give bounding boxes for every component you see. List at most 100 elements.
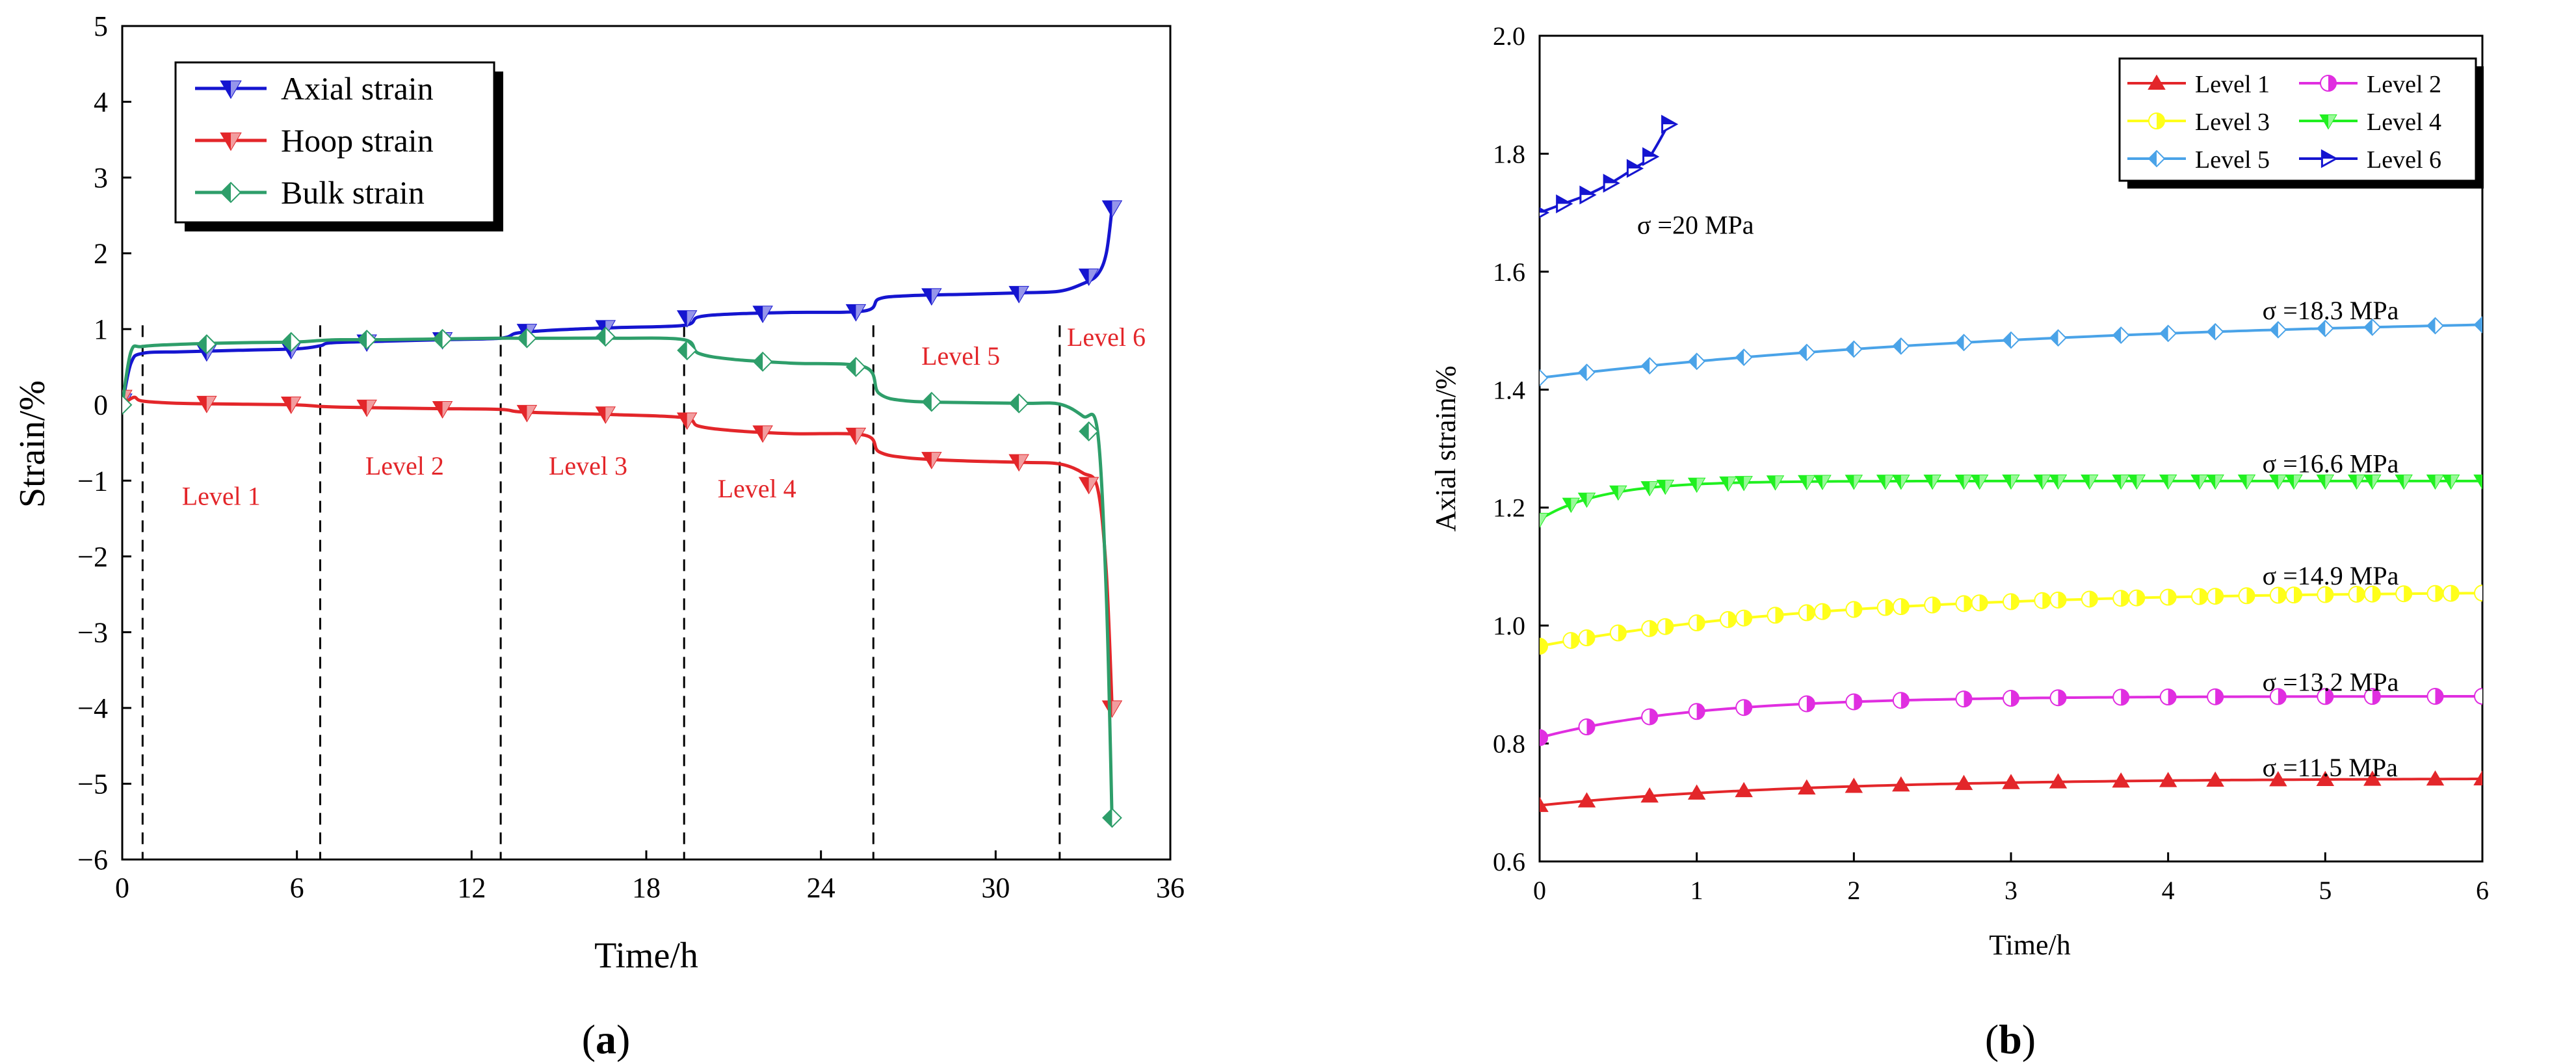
stress-labels: σ =20 MPa σ =18.3 MPa σ =16.6 MPa σ =14.9 M… [1637,210,2399,782]
data-point-fill [1665,618,1674,635]
data-point-fill [1964,596,1972,612]
data-point-shade [687,413,696,429]
y-tick-label: 1.4 [1493,375,1525,404]
legend-entry: Bulk strain [195,174,425,211]
data-point-shade [291,397,300,413]
data-point-fill [1649,709,1658,725]
series-hoop-strain [122,389,1123,718]
data-point-shade [1618,486,1626,500]
data-point-fill [2121,689,2129,705]
data-point-fill [2050,330,2058,346]
series-level-5 [1540,316,2482,387]
data-point-fill [2435,585,2443,601]
data-point-shade [1665,480,1674,494]
legend-entry: Level 5 [2127,146,2270,174]
level-labels: Level 1 Level 2 Level 3 Level 4 Level 5 Level… [182,322,1146,511]
data-point-fill [2168,589,2176,605]
data-point-fill [1744,610,1752,626]
panel-b-legend: Level 1 Level 2 Level 3 Level 4 Level 5 Level… [2118,57,2484,189]
data-point-fill [1798,345,1807,361]
data-point-fill [1689,353,1697,369]
data-point-fill [2089,591,2097,607]
data-point-shade [527,405,536,421]
data-point-fill [1571,633,1579,649]
y-tick-label: 5 [94,10,108,42]
data-point-fill [1885,599,1893,616]
data-point-shade [2042,475,2051,489]
data-point-shade [1112,701,1122,717]
data-point-fill [2058,592,2066,608]
data-point-shade [2089,475,2097,489]
data-point-fill [1557,196,1571,204]
data-point-fill [2136,590,2145,606]
data-point-fill [2160,325,2168,341]
legend-entry: Level 2 [2299,71,2441,98]
data-point-fill [2121,590,2129,607]
legend-marker [2148,74,2166,90]
series-line [122,336,1114,822]
data-point-fill [1854,694,1862,710]
data-point-shade [2278,475,2286,489]
legend-label: Level 3 [2195,109,2270,136]
data-point [2002,774,2020,789]
data-point-fill [1900,692,1909,709]
data-point-fill [197,335,207,354]
level-label: Level 4 [718,474,796,503]
level-label: Level 1 [182,482,261,511]
legend-label: Hoop strain [281,122,434,159]
y-tick-label: 4 [94,86,108,118]
data-point-shade [1571,498,1579,512]
x-tick-label: 5 [2319,876,2332,905]
panel-a: 0 6 12 18 24 30 36 5 4 3 2 1 0 −1 −2 −3 −4 −5 −6 Time/h S… [12,10,1185,1062]
panel-a-x-axis-label: Time/h [594,936,698,976]
data-point-shade [931,289,941,305]
x-tick-label: 2 [1847,876,1860,905]
data-point-fill [2215,588,2224,605]
legend-entry: Axial strain [195,70,434,107]
panel-b-y-axis-label: Axial strain/% [1430,365,1462,531]
data-point-fill [113,396,122,414]
legend-marker-fill [2149,151,2157,166]
panel-b-series [1540,114,2482,812]
series-level-6 [1540,114,1679,218]
data-point-fill [1854,601,1862,618]
y-tick-label: 1.8 [1493,139,1525,168]
data-point-fill [2011,594,2019,610]
data-point-fill [1806,696,1815,712]
data-point [1640,787,1659,803]
legend-entry: Level 6 [2299,146,2441,174]
data-point-shade [1088,477,1098,493]
x-tick-label: 12 [457,872,486,904]
y-tick-label: 1 [94,313,108,345]
y-tick-label: 0 [94,389,108,421]
data-point-shade [2058,475,2066,489]
x-tick-label: 18 [632,872,661,904]
data-point-fill [1932,597,1941,613]
data-point-fill [596,327,606,346]
y-tick-label: −6 [77,844,108,876]
data-point-fill [2404,586,2412,602]
data-point-fill [2364,319,2372,335]
data-point-fill [2207,324,2216,340]
data-point-fill [518,329,527,348]
x-tick-label: 36 [1156,872,1185,904]
data-point-shade [1540,513,1547,527]
data-point-fill [1893,338,1901,354]
data-point-shade [605,321,615,337]
legend-marker-fill [2322,151,2336,159]
data-point-fill [2278,689,2286,705]
data-point-fill [1540,638,1547,654]
data-point-fill [1979,595,1988,611]
legend-marker-shade [2328,115,2336,129]
data-point [2159,772,2177,787]
legend-entry: Hoop strain [195,122,434,159]
panel-a-series [113,200,1123,828]
data-point-fill [2317,321,2326,337]
data-point-fill [2435,689,2443,705]
panel-a-y-ticks: 5 4 3 2 1 0 −1 −2 −3 −4 −5 −6 [77,10,131,876]
panel-a-legend: Axial strain Hoop strain Bulk strain [174,61,503,231]
data-point-shade [856,304,865,321]
data-point-fill [2246,588,2255,604]
data-point-shade [1854,475,1862,489]
